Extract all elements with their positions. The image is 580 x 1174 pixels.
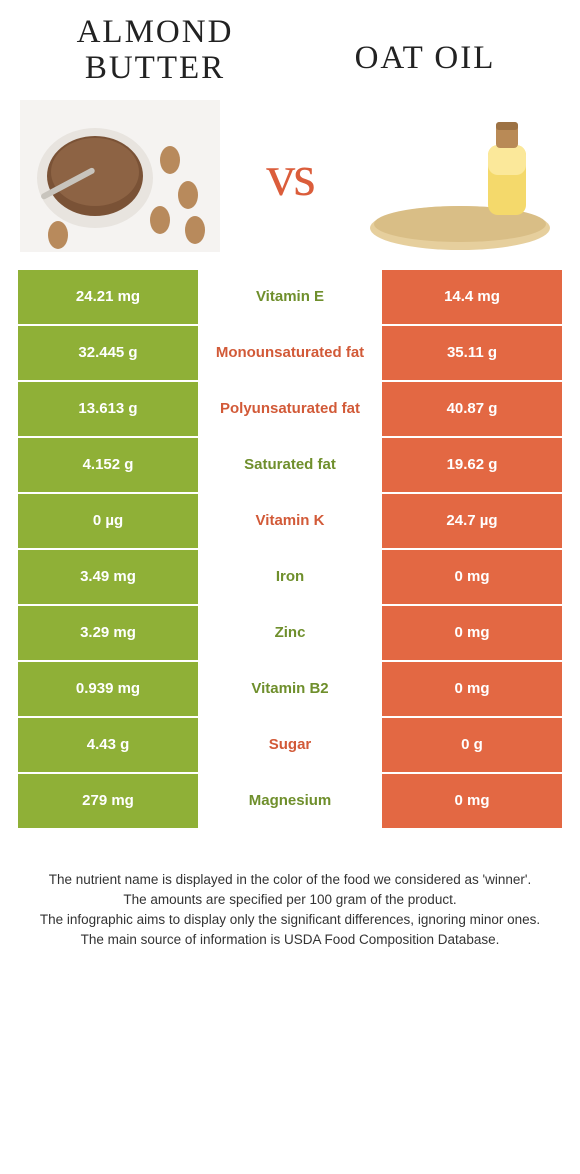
nutrient-row: 0 µgVitamin K24.7 µg: [18, 494, 562, 548]
nutrient-row: 3.29 mgZinc0 mg: [18, 606, 562, 660]
left-value-cell: 4.152 g: [18, 438, 198, 492]
nutrient-table: 24.21 mgVitamin E14.4 mg32.445 gMonounsa…: [0, 270, 580, 828]
left-food-image: [20, 100, 220, 252]
left-value-cell: 3.49 mg: [18, 550, 198, 604]
nutrient-row: 13.613 gPolyunsaturated fat40.87 g: [18, 382, 562, 436]
left-value-cell: 4.43 g: [18, 718, 198, 772]
nutrient-row: 279 mgMagnesium0 mg: [18, 774, 562, 828]
nutrient-row: 24.21 mgVitamin E14.4 mg: [18, 270, 562, 324]
nutrient-row: 4.43 gSugar0 g: [18, 718, 562, 772]
left-value-cell: 0 µg: [18, 494, 198, 548]
right-value-cell: 0 mg: [382, 774, 562, 828]
nutrient-name-cell: Sugar: [198, 718, 382, 772]
right-title-col: OAT OIL: [290, 14, 560, 76]
footer-line-2: The amounts are specified per 100 gram o…: [30, 890, 550, 910]
nutrient-name-cell: Iron: [198, 550, 382, 604]
left-title-col: ALMOND BUTTER: [20, 14, 290, 87]
right-value-cell: 0 g: [382, 718, 562, 772]
nutrient-name-cell: Saturated fat: [198, 438, 382, 492]
right-value-cell: 0 mg: [382, 606, 562, 660]
nutrient-name-cell: Vitamin B2: [198, 662, 382, 716]
right-value-cell: 0 mg: [382, 550, 562, 604]
vs-text: vs: [266, 142, 314, 209]
right-value-cell: 24.7 µg: [382, 494, 562, 548]
header-row: ALMOND BUTTER OAT OIL: [0, 0, 580, 95]
footer-line-1: The nutrient name is displayed in the co…: [30, 870, 550, 890]
nutrient-name-cell: Magnesium: [198, 774, 382, 828]
nutrient-row: 4.152 gSaturated fat19.62 g: [18, 438, 562, 492]
footer-notes: The nutrient name is displayed in the co…: [0, 830, 580, 981]
left-value-cell: 3.29 mg: [18, 606, 198, 660]
footer-line-3: The infographic aims to display only the…: [30, 910, 550, 930]
right-value-cell: 19.62 g: [382, 438, 562, 492]
right-value-cell: 40.87 g: [382, 382, 562, 436]
nutrient-row: 32.445 gMonounsaturated fat35.11 g: [18, 326, 562, 380]
left-value-cell: 24.21 mg: [18, 270, 198, 324]
footer-line-4: The main source of information is USDA F…: [30, 930, 550, 950]
left-value-cell: 13.613 g: [18, 382, 198, 436]
right-title: OAT OIL: [290, 40, 560, 76]
nutrient-name-cell: Zinc: [198, 606, 382, 660]
right-food-image: [360, 100, 560, 252]
nutrient-row: 0.939 mgVitamin B20 mg: [18, 662, 562, 716]
image-row: vs: [0, 95, 580, 270]
right-value-cell: 14.4 mg: [382, 270, 562, 324]
left-value-cell: 32.445 g: [18, 326, 198, 380]
infographic-container: ALMOND BUTTER OAT OIL vs: [0, 0, 580, 981]
left-value-cell: 0.939 mg: [18, 662, 198, 716]
right-value-cell: 0 mg: [382, 662, 562, 716]
nutrient-name-cell: Monounsaturated fat: [198, 326, 382, 380]
nutrient-name-cell: Vitamin K: [198, 494, 382, 548]
nutrient-row: 3.49 mgIron0 mg: [18, 550, 562, 604]
nutrient-name-cell: Polyunsaturated fat: [198, 382, 382, 436]
left-value-cell: 279 mg: [18, 774, 198, 828]
right-value-cell: 35.11 g: [382, 326, 562, 380]
nutrient-name-cell: Vitamin E: [198, 270, 382, 324]
left-title: ALMOND BUTTER: [20, 14, 290, 87]
